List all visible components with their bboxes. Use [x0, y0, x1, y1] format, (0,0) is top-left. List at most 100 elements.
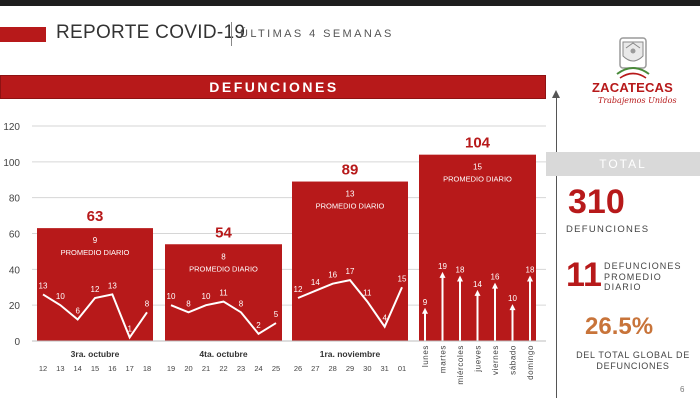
day-tick-label: 16 [108, 364, 116, 373]
daily-value-label: 12 [91, 285, 100, 294]
day-tick-label: 17 [125, 364, 133, 373]
day-tick-label: 27 [311, 364, 319, 373]
daily-value-label: 19 [438, 262, 447, 271]
day-tick-label: 29 [346, 364, 354, 373]
daily-value-label: 1 [127, 324, 132, 333]
day-tick-label: 13 [56, 364, 64, 373]
day-tick-label: 19 [167, 364, 175, 373]
week-total-label: 89 [342, 162, 359, 179]
daily-value-label: 10 [167, 292, 176, 301]
top-border [0, 0, 700, 6]
daily-series-line [170, 300, 277, 336]
total-header: TOTAL [599, 157, 647, 171]
daily-value-label: 2 [256, 321, 261, 330]
section-title: DEFUNCIONES [209, 79, 339, 95]
arrowhead-icon [422, 307, 428, 314]
arrowhead-icon [439, 271, 446, 278]
day-tick-label: 14 [73, 364, 81, 373]
title-separator [231, 22, 232, 46]
y-tick-label: 20 [9, 301, 21, 312]
arrowhead-icon [457, 275, 463, 282]
day-tick-label: 15 [91, 364, 99, 373]
daily-average-value: 11 [566, 256, 602, 294]
logo-wordmark: ZACATECAS [592, 80, 673, 95]
day-tick-label: 25 [272, 364, 280, 373]
day-tick-label: 26 [294, 364, 302, 373]
weekday-tick-label: jueves [474, 345, 483, 373]
day-tick-label: 21 [202, 364, 210, 373]
daily-average-value-label: 13 [346, 190, 355, 199]
weekday-tick-label: lunes [421, 345, 430, 367]
daily-value-label: 12 [294, 285, 303, 294]
day-tick-label: 31 [380, 364, 388, 373]
weekday-tick-label: miércoles [456, 345, 465, 385]
y-tick-label: 60 [9, 230, 21, 241]
arrowhead-icon [492, 282, 498, 289]
daily-average-caption-label: PROMEDIO DIARIO [61, 248, 130, 257]
daily-value-label: 9 [423, 298, 428, 307]
y-tick-label: 80 [9, 194, 21, 205]
daily-value-label: 10 [56, 292, 65, 301]
daily-average-caption-label: PROMEDIO DIARIO [189, 264, 258, 273]
week-label: 4ta. octubre [199, 349, 247, 359]
page-number: 6 [680, 385, 685, 394]
total-deaths-value: 310 [568, 183, 625, 221]
day-tick-label: 30 [363, 364, 371, 373]
y-tick-label: 0 [14, 337, 20, 348]
week-bar [37, 228, 153, 341]
daily-value-label: 6 [75, 307, 80, 316]
week-bar [165, 244, 282, 341]
global-percent-value: 26.5% [585, 313, 654, 340]
week-label: 3ra. octubre [71, 349, 120, 359]
daily-value-label: 5 [274, 310, 279, 319]
arrowhead-icon [509, 304, 516, 311]
day-tick-label: 24 [254, 364, 262, 373]
daily-value-label: 15 [398, 274, 407, 283]
daily-average-caption: DEFUNCIONES PROMEDIO DIARIO [604, 261, 682, 292]
day-tick-label: 01 [398, 364, 406, 373]
page-subtitle: ÚLTIMAS 4 SEMANAS [240, 28, 394, 40]
daily-average-caption-label: PROMEDIO DIARIO [443, 175, 512, 184]
day-tick-label: 23 [237, 364, 245, 373]
global-percent-caption: DEL TOTAL GLOBAL DE DEFUNCIONES [576, 350, 690, 371]
daily-value-label: 8 [186, 299, 191, 308]
section-header: DEFUNCIONES [0, 75, 546, 99]
y-tick-label: 40 [9, 265, 21, 276]
divider-arrow-icon [552, 90, 560, 98]
daily-value-label: 16 [491, 273, 500, 282]
week-total-label: 54 [215, 224, 232, 241]
y-tick-label: 100 [3, 158, 20, 169]
day-tick-label: 20 [184, 364, 192, 373]
arrowhead-icon [474, 289, 481, 296]
daily-value-label: 14 [311, 278, 320, 287]
arrowhead-icon [527, 275, 533, 282]
daily-value-label: 10 [508, 294, 517, 303]
daily-value-label: 4 [382, 314, 387, 323]
daily-value-label: 18 [456, 266, 465, 275]
title-accent-bar [0, 27, 46, 42]
daily-value-label: 11 [363, 289, 372, 298]
daily-value-label: 17 [346, 267, 355, 276]
daily-value-label: 13 [108, 281, 117, 290]
daily-average-caption-label: PROMEDIO DIARIO [316, 202, 385, 211]
day-tick-label: 22 [219, 364, 227, 373]
daily-series-line [42, 293, 148, 340]
week-total-label: 63 [87, 208, 104, 225]
daily-value-label: 10 [202, 292, 211, 301]
zacatecas-logo [616, 37, 650, 79]
day-tick-label: 28 [328, 364, 336, 373]
daily-value-label: 8 [145, 299, 150, 308]
daily-value-label: 18 [526, 266, 535, 275]
daily-value-label: 16 [328, 271, 337, 280]
total-header-bar [546, 152, 700, 176]
daily-value-label: 11 [219, 289, 228, 298]
week-label: 1ra. noviembre [320, 349, 381, 359]
coat-of-arms-icon [616, 37, 650, 79]
weekday-tick-label: domingo [526, 345, 535, 380]
vertical-divider [556, 98, 557, 398]
daily-value-label: 14 [473, 280, 482, 289]
weekday-tick-label: sábado [509, 345, 518, 375]
y-tick-label: 120 [3, 122, 20, 133]
week-bar [292, 181, 408, 341]
